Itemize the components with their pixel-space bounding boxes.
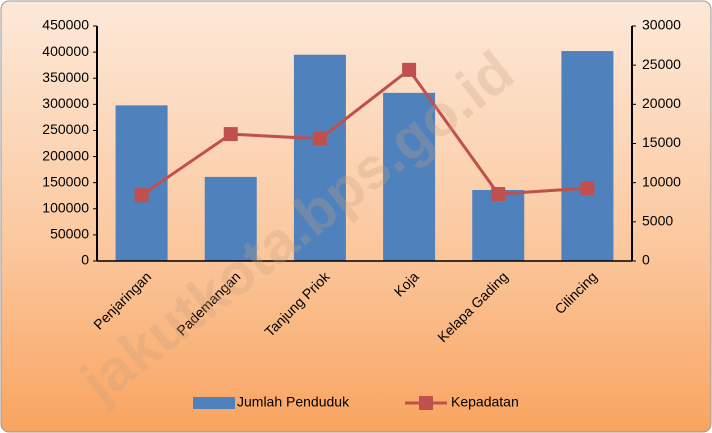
bar [293,54,346,261]
y2-tick-label: 20000 [642,95,681,111]
line-marker [580,181,595,196]
y-tick-label: 100000 [42,199,89,215]
line-marker [312,131,327,146]
line [140,67,588,197]
legend-label: Jumlah Penduduk [237,394,350,410]
y2-tick-label: 0 [642,252,650,268]
line-marker [223,127,238,142]
y2-tick-label: 10000 [642,173,681,189]
y2-tick-label: 15000 [642,134,681,150]
line-marker [134,188,149,203]
y-tick-label: 0 [81,252,89,268]
bar [383,92,436,261]
legend-marker [419,396,433,410]
y2-tick-label: 5000 [642,213,673,229]
bar [204,176,257,261]
y2-tick-label: 25000 [642,56,681,72]
y-tick-label: 300000 [42,95,89,111]
bar [472,189,525,261]
y-tick-label: 50000 [50,226,89,242]
y-tick-label: 150000 [42,173,89,189]
legend-swatch [193,397,235,409]
y-tick-label: 200000 [42,147,89,163]
bar [561,51,614,261]
y2-tick-label: 30000 [642,17,681,33]
y-tick-label: 400000 [42,43,89,59]
y-tick-label: 250000 [42,121,89,137]
y-tick-label: 450000 [42,17,89,33]
line-marker [402,62,417,77]
y-tick-label: 350000 [42,69,89,85]
line-marker [491,187,506,202]
legend-label: Kepadatan [451,394,519,410]
